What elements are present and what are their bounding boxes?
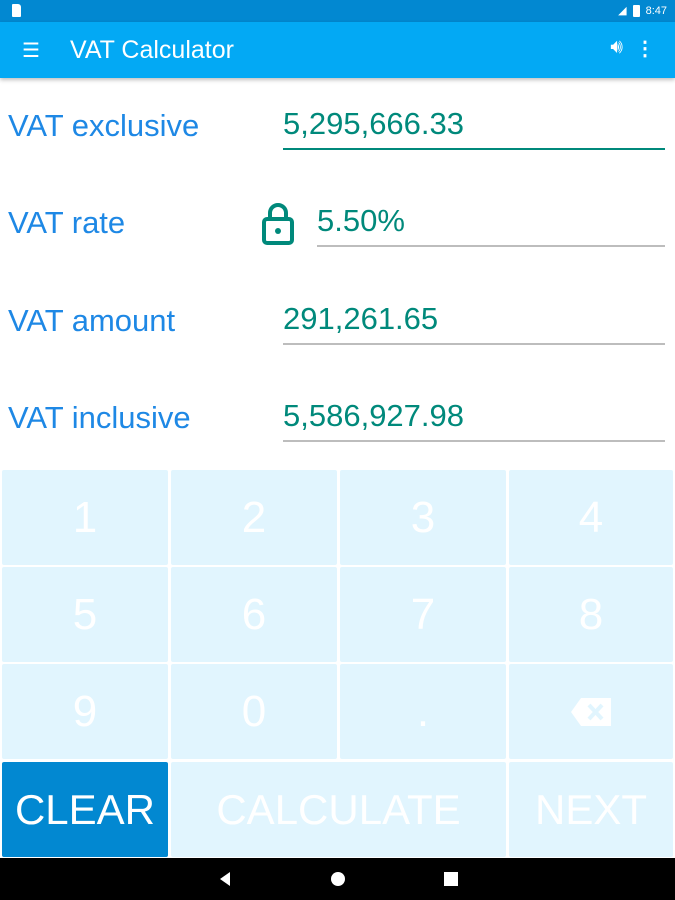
backspace-icon	[571, 697, 611, 726]
clear-button[interactable]: CLEAR	[2, 762, 168, 857]
vat-amount-input[interactable]: 291,261.65	[283, 297, 665, 345]
vat-inclusive-row: VAT inclusive 5,586,927.98	[0, 398, 675, 460]
key-5[interactable]: 5	[2, 567, 168, 662]
volume-icon[interactable]: 🔊︎	[610, 36, 623, 58]
signal-icon: ◢	[618, 5, 627, 17]
app-bar: ☰ VAT Calculator 🔊︎ ⋮	[0, 22, 675, 78]
recents-icon[interactable]	[444, 871, 458, 887]
lock-icon[interactable]	[261, 201, 295, 245]
back-icon[interactable]	[218, 871, 232, 887]
status-bar: ◢ 8:47	[0, 0, 675, 22]
calculate-button[interactable]: CALCULATE	[171, 762, 506, 857]
vat-inclusive-label: VAT inclusive	[8, 400, 191, 435]
key-8[interactable]: 8	[509, 567, 673, 662]
vat-rate-row: VAT rate 5.50%	[0, 203, 675, 265]
key-7[interactable]: 7	[340, 567, 506, 662]
key-4[interactable]: 4	[509, 470, 673, 565]
vat-exclusive-row: VAT exclusive 5,295,666.33	[0, 106, 675, 168]
key-0[interactable]: 0	[171, 664, 337, 759]
key-9[interactable]: 9	[2, 664, 168, 759]
app-title: VAT Calculator	[70, 36, 234, 64]
vat-rate-input[interactable]: 5.50%	[317, 199, 665, 247]
key-6[interactable]: 6	[171, 567, 337, 662]
vat-exclusive-label: VAT exclusive	[8, 108, 200, 143]
more-vert-icon[interactable]: ⋮	[635, 38, 655, 60]
vat-amount-row: VAT amount 291,261.65	[0, 301, 675, 363]
navigation-bar	[0, 858, 675, 900]
key-2[interactable]: 2	[171, 470, 337, 565]
battery-icon	[632, 4, 640, 17]
clock: 8:47	[645, 4, 667, 17]
key-decimal[interactable]: .	[340, 664, 506, 759]
next-button[interactable]: NEXT	[509, 762, 673, 857]
vat-rate-label: VAT rate	[8, 205, 126, 240]
vat-amount-label: VAT amount	[8, 303, 176, 338]
key-3[interactable]: 3	[340, 470, 506, 565]
hamburger-icon[interactable]: ☰	[22, 40, 40, 62]
key-1[interactable]: 1	[2, 470, 168, 565]
home-icon[interactable]	[330, 871, 346, 887]
sd-card-icon	[12, 4, 21, 17]
backspace-button[interactable]	[509, 664, 673, 759]
vat-inclusive-input[interactable]: 5,586,927.98	[283, 394, 665, 442]
vat-exclusive-input[interactable]: 5,295,666.33	[283, 102, 665, 150]
